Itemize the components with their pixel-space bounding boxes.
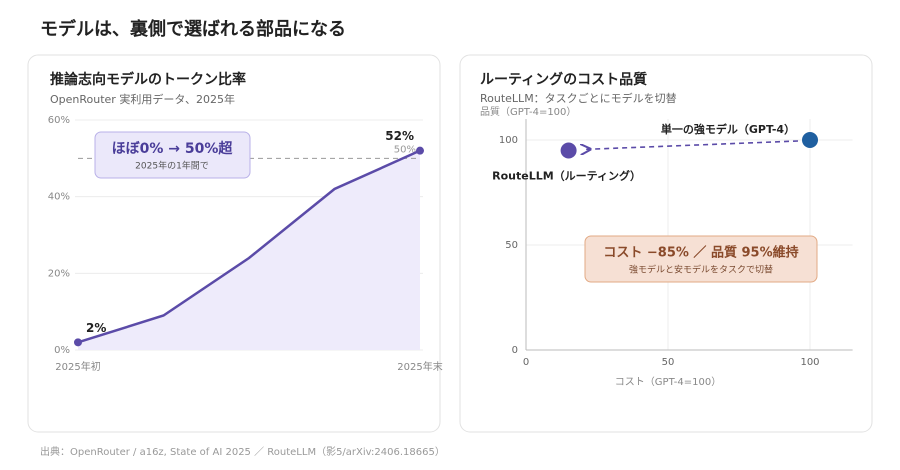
point [416, 146, 424, 155]
card-title: 推論志向モデルのトークン比率 [50, 71, 246, 88]
point [74, 338, 82, 347]
value-label: 2% [86, 321, 106, 335]
card-title: ルーティングのコスト品質 [480, 71, 647, 88]
area [78, 150, 420, 350]
x-axis-label: コスト（GPT-4=100） [615, 376, 721, 388]
reference-label: 50% [394, 144, 416, 155]
callout-title: コスト −85% ／ 品質 95%維持 [603, 245, 798, 261]
value-label: 52% [385, 129, 414, 143]
callout-box [94, 131, 251, 179]
callout-text: 強モデルと安モデルをタスクで切替 [629, 264, 773, 276]
callout-box [584, 235, 818, 283]
y-tick-label: 0 [512, 345, 518, 356]
x-tick-label: 0 [523, 357, 529, 368]
x-tick-label: 2025年末 [397, 360, 442, 373]
callout-text: 2025年の1年間で [135, 160, 209, 172]
line [77, 149, 421, 344]
point [802, 132, 818, 148]
y-tick-label: 20% [48, 268, 70, 279]
point-label: 単一の強モデル（GPT-4） [661, 122, 795, 136]
y-tick-label: 50 [505, 240, 518, 251]
y-tick-label: 0% [54, 345, 70, 356]
callout-title: ほぼ0% → 50%超 [112, 140, 234, 157]
y-tick-label: 40% [48, 192, 70, 203]
slide-title: モデルは、裏側で選ばれる部品になる [40, 18, 346, 40]
x-tick-label: 50 [662, 357, 675, 368]
point [560, 142, 577, 159]
footer: 出典：OpenRouter / a16z, State of AI 2025 ／… [40, 445, 445, 458]
x-tick-label: 2025年初 [55, 360, 100, 373]
card-subtitle: OpenRouter 実利用データ、2025年 [50, 92, 235, 106]
card-subtitle: RouteLLM：タスクごとにモデルを切替 [480, 91, 677, 105]
x-tick-label: 100 [800, 357, 819, 368]
y-axis-label: 品質（GPT-4=100） [480, 105, 576, 118]
y-tick-label: 100 [499, 135, 518, 146]
y-tick-label: 60% [48, 115, 70, 126]
point-label: RouteLLM（ルーティング） [492, 169, 641, 183]
